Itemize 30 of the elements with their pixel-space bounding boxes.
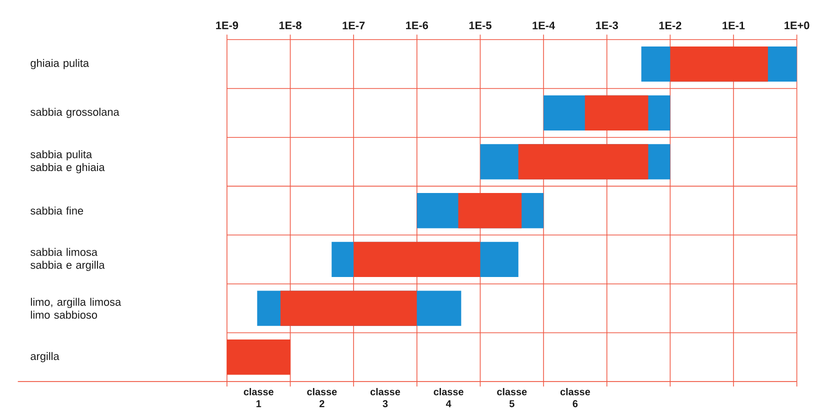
y-tick-label: sabbia grossolana (30, 108, 120, 118)
text: classe 5 (497, 388, 527, 408)
y-tick-label: argilla (30, 352, 60, 362)
x-tick-label: 1E-5 (469, 22, 492, 30)
text: classe 3 (370, 388, 400, 408)
x-tick-label: 1E-4 (532, 22, 556, 30)
y-tick-label: ghiaia pulita (30, 58, 90, 70)
text: classe 6 (560, 388, 590, 408)
y-tick-label: limo, argilla limosa limo sabbioso (30, 298, 122, 319)
bar (518, 144, 648, 180)
x-tick-label: 1E-9 (216, 21, 238, 30)
x-tick-label: 1E-1 (722, 22, 745, 30)
x-tick-label: 1E-8 (279, 21, 302, 30)
x-tick-label: 1E-3 (596, 21, 618, 30)
text: classe 2 (307, 388, 337, 407)
bar (584, 95, 648, 130)
x-tick-label: 1E-6 (406, 21, 428, 30)
x-tick-label: 1E-2 (659, 21, 682, 30)
text: classe 4 (434, 388, 464, 407)
y-tick-label: sabbia fine (30, 206, 84, 214)
bar (280, 290, 417, 326)
y-tick-label: sabbia limosa sabbia e argilla (30, 248, 105, 271)
x-tick-label: 1E-7 (342, 22, 365, 30)
x-tick-label: 1E+0 (784, 21, 810, 30)
y-tick-label: sabbia pulita sabbia e ghiaia (30, 150, 105, 174)
text: classe 1 (244, 388, 274, 407)
bar (354, 242, 480, 277)
bar (458, 192, 522, 228)
bar (226, 339, 290, 375)
bar (670, 46, 768, 82)
